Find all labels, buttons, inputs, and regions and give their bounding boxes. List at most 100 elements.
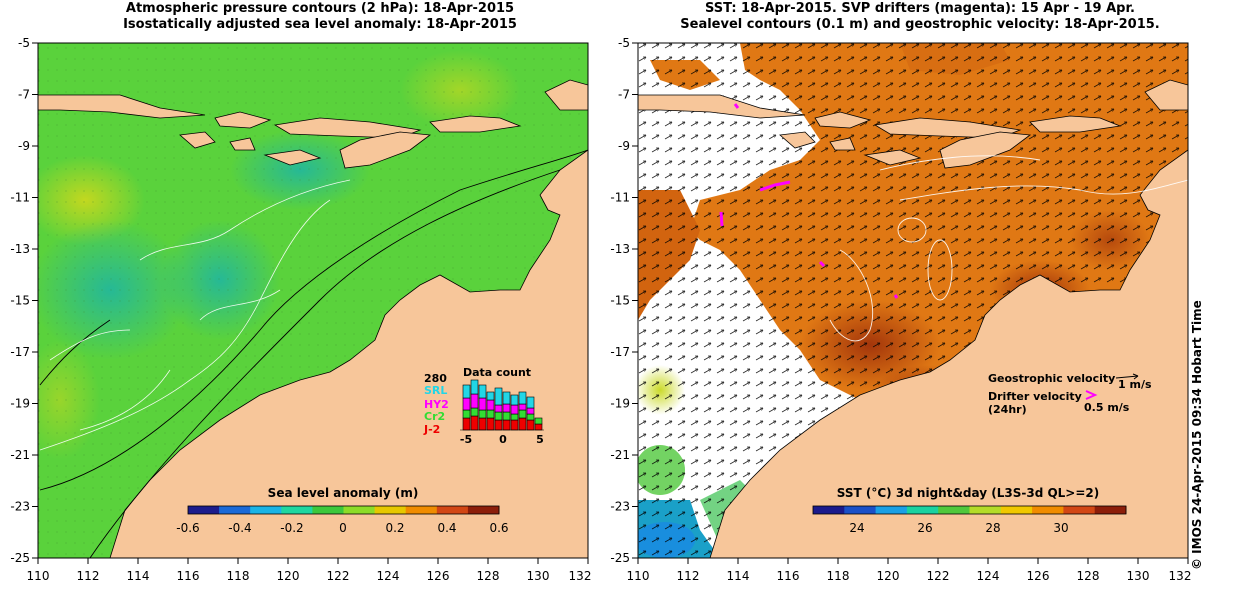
left-ytick: -13: [10, 242, 30, 256]
left-panel-title: Atmospheric pressure contours (2 hPa): 1…: [60, 1, 580, 33]
satellite-label-cr2: Cr2: [424, 410, 445, 423]
right-xtick: 118: [827, 569, 850, 583]
colorbar-swatch: [188, 506, 220, 514]
left-ytick: -17: [10, 345, 30, 359]
colorbar-swatch: [250, 506, 282, 514]
left-cbar-tick: -0.6: [176, 521, 199, 535]
colorbar-swatch: [813, 506, 845, 514]
left-x-axis: 110 112 114 116 118 120 122 124 126 128 …: [27, 558, 592, 583]
geostrophic-velocity-label: Geostrophic velocity: [988, 372, 1115, 385]
left-ytick: -15: [10, 294, 30, 308]
right-xtick: 126: [1027, 569, 1050, 583]
colorbar-swatch: [219, 506, 251, 514]
left-xtick: 112: [77, 569, 100, 583]
right-colorbar-label: SST (°C) 3d night&day (L3S-3d QL>=2): [837, 486, 1100, 500]
left-xtick: 132: [569, 569, 592, 583]
drifter-scale-label: 0.5 m/s: [1084, 401, 1130, 414]
right-title-line1: SST: 18-Apr-2015. SVP drifters (magenta)…: [705, 1, 1135, 16]
left-cbar-tick: 0: [339, 521, 347, 535]
right-sla-contours: [829, 155, 1188, 342]
drifter-scale-arrow: [1085, 390, 1098, 400]
right-xtick: 120: [877, 569, 900, 583]
left-y-axis: -5 -7 -9 -11 -13 -15 -17 -19 -21 -23 -25: [10, 36, 38, 565]
right-ytick: -15: [610, 294, 630, 308]
right-xtick: 122: [927, 569, 950, 583]
right-xtick: 110: [627, 569, 650, 583]
data-count-xtick: 5: [536, 433, 544, 446]
right-ytick: -25: [610, 551, 630, 565]
left-ytick: -5: [18, 36, 30, 50]
left-colorbar-label: Sea level anomaly (m): [268, 486, 419, 500]
colorbar-swatch: [844, 506, 877, 514]
colorbar-swatch: [1094, 506, 1127, 514]
left-ytick: -21: [10, 448, 30, 462]
left-cbar-tick: -0.4: [228, 521, 251, 535]
right-cbar-tick: 28: [985, 521, 1000, 535]
left-cbar-tick: -0.2: [280, 521, 303, 535]
right-map: [638, 43, 1188, 558]
left-colorbar-swatches: [188, 506, 500, 514]
right-ytick: -9: [618, 139, 630, 153]
data-count-title: Data count: [463, 366, 531, 379]
left-xtick: 118: [227, 569, 250, 583]
satellite-label-hy2: HY2: [424, 398, 449, 411]
right-xtick: 116: [777, 569, 800, 583]
colorbar-swatch: [1000, 506, 1033, 514]
left-ytick: -25: [10, 551, 30, 565]
right-cbar-tick: 24: [849, 521, 864, 535]
data-count-max: 280: [424, 372, 447, 385]
satellite-label-j2: J-2: [423, 423, 440, 436]
left-cbar-tick: 0.4: [437, 521, 456, 535]
left-xtick: 114: [127, 569, 150, 583]
drifter-tracks: [719, 103, 899, 299]
right-xtick: 114: [727, 569, 750, 583]
data-count-xtick: 0: [499, 433, 507, 446]
right-x-axis: 110 112 114 116 118 120 122 124 126 128 …: [627, 558, 1192, 583]
right-colorbar-swatches: [813, 506, 1127, 514]
colorbar-swatch: [281, 506, 313, 514]
right-ytick: -5: [618, 36, 630, 50]
right-ytick: -19: [610, 397, 630, 411]
right-ytick: -7: [618, 88, 630, 102]
colorbar-swatch: [938, 506, 970, 514]
geostrophic-scale-arrow: [1115, 375, 1139, 379]
left-ytick: -9: [18, 139, 30, 153]
colorbar-swatch: [1063, 506, 1096, 514]
left-ytick: -19: [10, 397, 30, 411]
left-xtick: 126: [427, 569, 450, 583]
velocity-legend: Geostrophic velocity 1 m/s Drifter veloc…: [988, 372, 1152, 416]
right-y-axis: -5 -7 -9 -11 -13 -15 -17 -19 -21 -23 -25: [610, 36, 638, 565]
data-count-xtick: -5: [460, 433, 472, 446]
left-title-line1: Atmospheric pressure contours (2 hPa): 1…: [125, 1, 515, 16]
right-xtick: 112: [677, 569, 700, 583]
colorbar-swatch: [405, 506, 438, 514]
left-ytick: -11: [10, 191, 30, 205]
left-colorbar: Sea level anomaly (m) -0.6 -0.4 -0.2 0 0…: [176, 486, 508, 535]
right-panel-title: SST: 18-Apr-2015. SVP drifters (magenta)…: [640, 1, 1200, 33]
right-ytick: -17: [610, 345, 630, 359]
copyright-text: © IMOS 24-Apr-2015 09:34 Hobart Time: [1190, 300, 1204, 570]
drifter-velocity-label: Drifter velocity: [988, 390, 1082, 403]
right-xtick: 130: [1127, 569, 1150, 583]
colorbar-swatch: [1032, 506, 1064, 514]
left-xtick: 122: [327, 569, 350, 583]
satellite-label-srl: SRL: [424, 384, 447, 397]
data-count-histogram: [460, 379, 544, 431]
right-land: [638, 79, 1188, 558]
right-xtick: 124: [977, 569, 1000, 583]
right-xtick: 132: [1169, 569, 1192, 583]
right-cbar-tick: 30: [1053, 521, 1068, 535]
colorbar-swatch: [467, 506, 500, 514]
right-ytick: -11: [610, 191, 630, 205]
left-pressure-contours: [39, 149, 588, 558]
right-ytick: -23: [610, 500, 630, 514]
left-land: [38, 43, 588, 558]
right-ytick: -13: [610, 242, 630, 256]
left-xtick: 110: [27, 569, 50, 583]
left-cbar-tick: 0.2: [385, 521, 404, 535]
left-ytick: -7: [18, 88, 30, 102]
right-title-line2: Sealevel contours (0.1 m) and geostrophi…: [680, 17, 1160, 32]
data-count-inset: Data count 280 SRL HY2 Cr2 J-2 -5 0 5: [423, 366, 544, 446]
colorbar-swatch: [436, 506, 469, 514]
colorbar-swatch: [374, 506, 407, 514]
